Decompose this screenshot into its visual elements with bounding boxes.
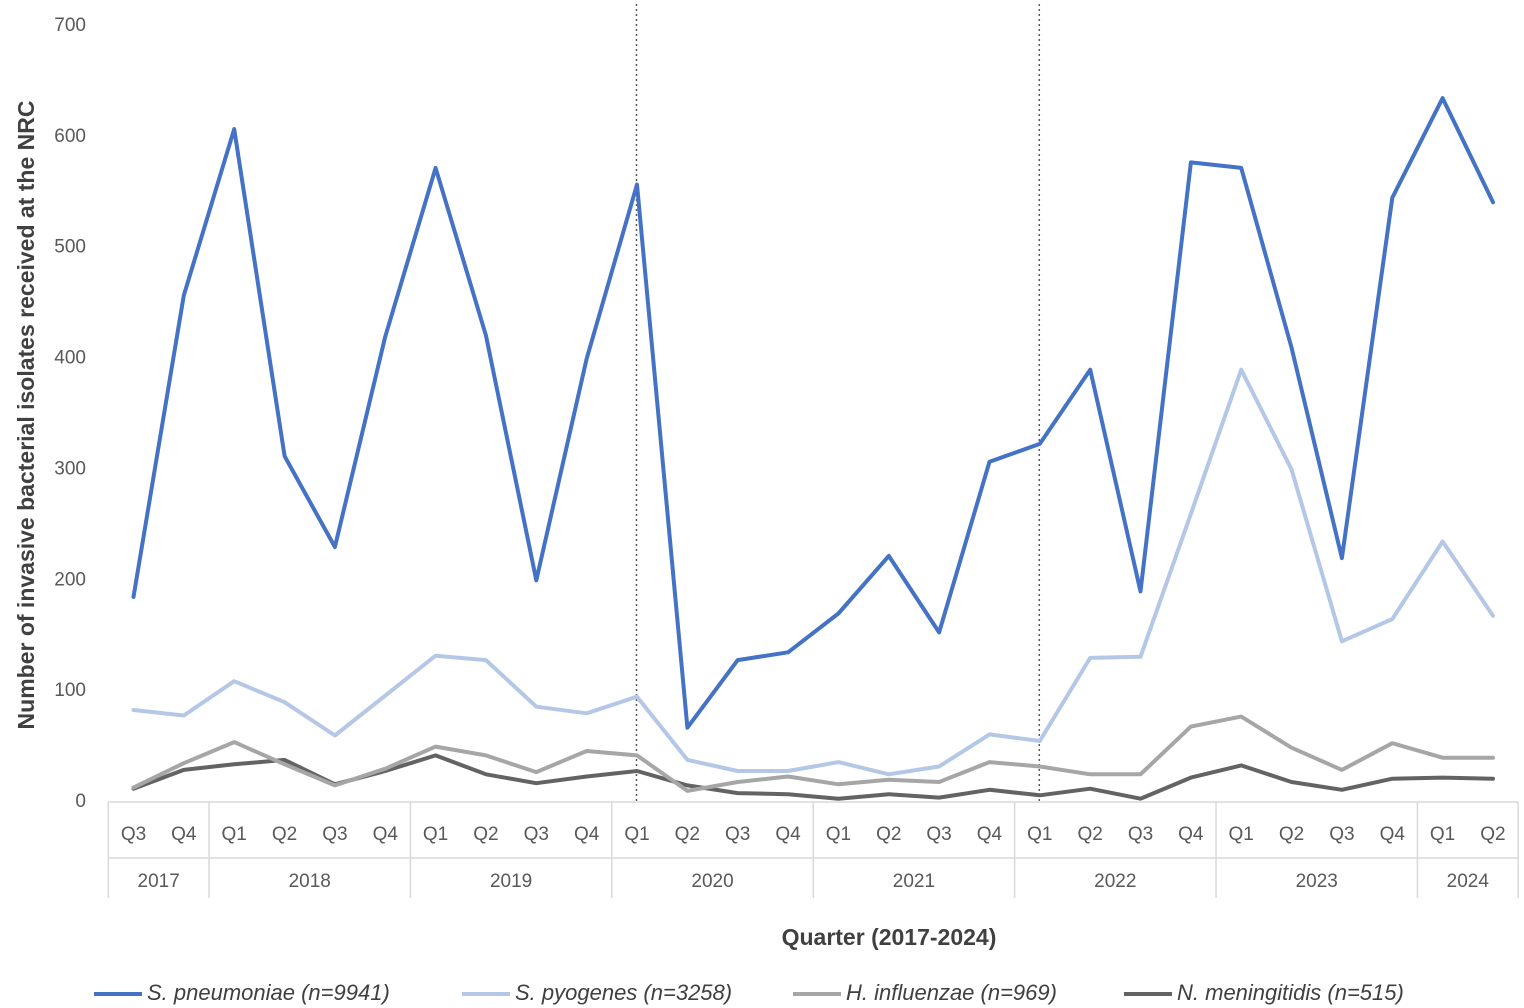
x-tick-label: Q2 (1077, 824, 1102, 845)
x-tick-label: Q3 (121, 824, 146, 845)
x-tick-label: Q4 (373, 824, 399, 845)
x-tick-label: Q1 (222, 824, 247, 845)
x-tick-label: Q3 (524, 824, 549, 845)
y-tick-label: 100 (54, 680, 86, 701)
x-tick-label: Q1 (1229, 824, 1254, 845)
x-tick-label: Q3 (926, 824, 951, 845)
x-tick-label: Q1 (423, 824, 448, 845)
y-tick-label: 0 (75, 791, 86, 812)
x-tick-label: Q1 (624, 824, 649, 845)
x-year-label: 2022 (1094, 871, 1136, 892)
y-axis-title: Number of invasive bacterial isolates re… (13, 101, 39, 730)
x-tick-label: Q2 (675, 824, 700, 845)
legend-label: N. meningitidis (n=515) (1177, 980, 1404, 1005)
x-tick-label: Q4 (977, 824, 1003, 845)
series-lines (131, 96, 1495, 801)
x-year-label: 2024 (1447, 871, 1490, 892)
x-tick-label: Q3 (1329, 824, 1354, 845)
y-axis-ticks: 0 100 200 300 400 500 600 700 (54, 15, 86, 812)
x-tick-label: Q4 (1380, 824, 1406, 845)
x-tick-label: Q4 (1178, 824, 1204, 845)
x-year-label: 2021 (893, 871, 935, 892)
x-tick-label: Q1 (1430, 824, 1455, 845)
legend: S. pneumoniae (n=9941) S. pyogenes (n=325… (94, 980, 1404, 1005)
x-tick-label: Q4 (775, 824, 801, 845)
series-line (131, 367, 1495, 777)
x-axis: Q3 Q4 Q1 Q2 Q3 Q4 Q1 Q2 Q3 Q4 Q1 Q2 Q3 Q4 Q1 Q2 Q3 Q4 Q1 Q2… (107, 801, 1519, 898)
series-line (131, 714, 1495, 793)
y-tick-label: 300 (54, 458, 86, 479)
y-tick-label: 700 (54, 15, 86, 36)
x-tick-label: Q3 (725, 824, 750, 845)
x-tick-label: Q1 (1027, 824, 1052, 845)
y-tick-label: 200 (54, 569, 86, 590)
x-year-label: 2023 (1296, 871, 1338, 892)
x-tick-label: Q1 (826, 824, 851, 845)
x-tick-label: Q4 (574, 824, 600, 845)
y-tick-label: 500 (54, 237, 86, 258)
x-tick-label: Q4 (171, 824, 197, 845)
series-line (131, 753, 1495, 801)
y-tick-label: 400 (54, 348, 86, 369)
x-tick-label: Q2 (473, 824, 498, 845)
x-tick-label: Q2 (1480, 824, 1505, 845)
x-year-label: 2019 (490, 871, 532, 892)
x-year-label: 2018 (289, 871, 331, 892)
reference-lines (635, 4, 1041, 802)
legend-label: H. influenzae (n=969) (846, 980, 1057, 1005)
x-tick-label: Q2 (272, 824, 297, 845)
x-year-label: 2020 (691, 871, 733, 892)
x-tick-label: Q2 (876, 824, 901, 845)
x-year-label: 2017 (138, 871, 180, 892)
y-axis-title-group: Number of invasive bacterial isolates re… (13, 101, 39, 730)
series-line (131, 96, 1495, 730)
y-tick-label: 600 (54, 126, 86, 147)
x-tick-label: Q3 (322, 824, 347, 845)
x-tick-label: Q2 (1279, 824, 1304, 845)
x-tick-label: Q3 (1128, 824, 1153, 845)
legend-label: S. pneumoniae (n=9941) (147, 980, 390, 1005)
legend-label: S. pyogenes (n=3258) (515, 980, 732, 1005)
x-axis-title: Quarter (2017-2024) (782, 924, 997, 950)
